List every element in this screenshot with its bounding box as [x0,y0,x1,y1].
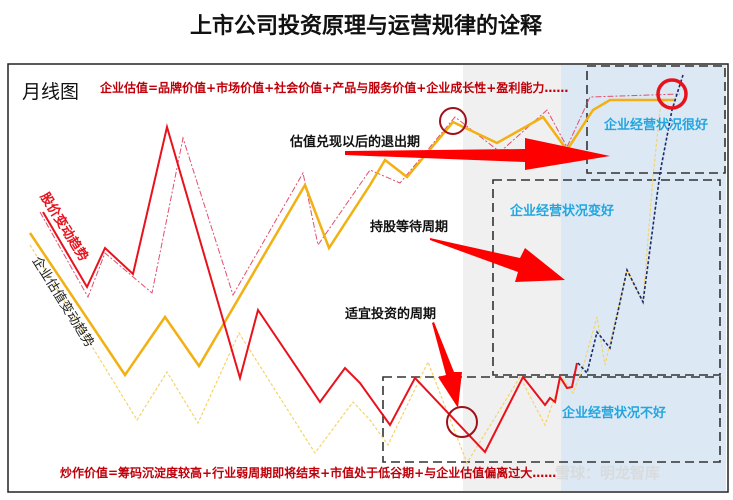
valuation-shadow-line [29,97,666,465]
blue-zone [561,65,726,491]
exit-phase-label: 估值兑现以后的退出期 [289,134,420,150]
valuation-line [28,98,675,378]
stock-price-shadow-line [39,93,681,299]
stock-price-line [42,123,578,454]
projected-price-line [577,74,684,375]
speculation-formula: 炒作价值=筹码沉淀度较高+行业弱周期即将结束+市值处于低谷期+与企业估值偏离过大… [60,465,556,480]
hold-phase-label: 持股等待周期 [370,219,448,235]
valuation-formula: 企业估值=品牌价值+市场价值+社会价值+产品与服务价值+企业成长性+盈利能力…… [99,80,568,95]
arrows [345,138,610,408]
watermark: 雪球：明龙智库 [555,464,660,482]
state-improving: 企业经营状况变好 [509,203,614,219]
box-improving [492,179,721,376]
invest-phase-label: 适宜投资的周期 [345,306,436,322]
box-bad [382,376,721,463]
hold-arrow [430,238,565,282]
chart-label: 月线图 [22,81,79,103]
state-very-good: 企业经营状况很好 [603,117,708,133]
bottom-circle [446,406,478,438]
invest-arrow [432,322,462,408]
peak-circle [439,107,467,135]
top-circle [656,78,688,110]
state-bad: 企业经营状况不好 [561,405,666,421]
page-title: 上市公司投资原理与运营规律的诠释 [190,13,543,39]
exit-arrow [345,138,610,170]
